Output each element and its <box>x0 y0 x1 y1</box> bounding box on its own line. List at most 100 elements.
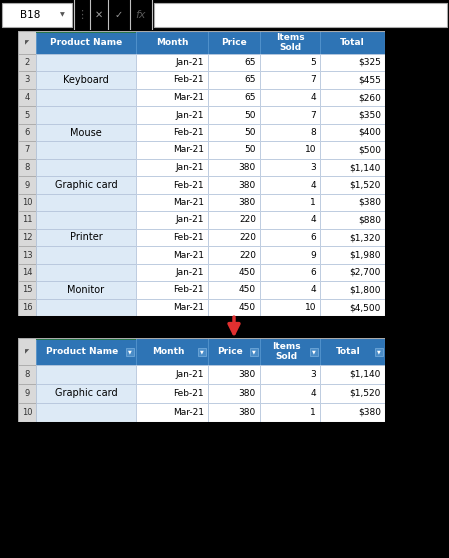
Bar <box>36 158 136 176</box>
Text: $1,320: $1,320 <box>350 233 381 242</box>
Text: Jan-21: Jan-21 <box>176 370 204 379</box>
Bar <box>260 246 320 264</box>
Bar <box>18 158 36 176</box>
Bar <box>310 348 318 355</box>
Text: $2,700: $2,700 <box>350 268 381 277</box>
Text: Price: Price <box>221 38 247 47</box>
Text: Mar-21: Mar-21 <box>173 408 204 417</box>
Bar <box>260 338 320 365</box>
Text: $455: $455 <box>358 75 381 84</box>
Bar <box>136 124 208 141</box>
Text: 380: 380 <box>239 370 256 379</box>
Text: ▼: ▼ <box>252 349 256 354</box>
Bar <box>260 141 320 158</box>
Text: $4,500: $4,500 <box>350 303 381 312</box>
Bar <box>136 229 208 246</box>
Bar <box>260 158 320 176</box>
Bar <box>36 281 136 299</box>
Bar <box>208 281 260 299</box>
Text: 220: 220 <box>239 251 256 259</box>
Bar <box>136 365 208 384</box>
Bar <box>126 348 134 355</box>
Bar <box>208 365 260 384</box>
Text: 10: 10 <box>304 146 316 155</box>
Text: 15: 15 <box>22 286 32 295</box>
Text: 220: 220 <box>239 233 256 242</box>
Bar <box>136 54 208 71</box>
Text: 4: 4 <box>24 93 30 102</box>
Text: 7: 7 <box>310 110 316 119</box>
Bar <box>36 31 136 33</box>
Bar <box>208 194 260 211</box>
Text: Graphic card: Graphic card <box>55 180 117 190</box>
Text: 3: 3 <box>24 75 30 84</box>
Text: 4: 4 <box>310 215 316 224</box>
Text: Product Name: Product Name <box>50 38 122 47</box>
Bar <box>2 3 72 27</box>
Bar <box>208 211 260 229</box>
Text: 220: 220 <box>239 215 256 224</box>
Bar <box>136 264 208 281</box>
Text: Printer: Printer <box>70 233 102 243</box>
Text: 6: 6 <box>310 233 316 242</box>
Bar <box>136 338 208 365</box>
Bar <box>208 124 260 141</box>
Text: 3: 3 <box>310 163 316 172</box>
Bar <box>18 54 36 71</box>
Bar <box>260 403 320 422</box>
Bar <box>260 281 320 299</box>
Text: $1,980: $1,980 <box>349 251 381 259</box>
Bar <box>208 338 260 365</box>
Bar <box>260 264 320 281</box>
Bar <box>136 31 208 54</box>
Text: ▼: ▼ <box>60 12 64 17</box>
Text: $880: $880 <box>358 215 381 224</box>
Bar <box>36 141 136 158</box>
Bar <box>198 348 206 355</box>
Text: 450: 450 <box>239 303 256 312</box>
Bar <box>320 384 385 403</box>
Text: 13: 13 <box>22 251 32 259</box>
Bar <box>320 89 385 106</box>
Text: 6: 6 <box>310 268 316 277</box>
Text: 65: 65 <box>245 58 256 67</box>
Bar <box>36 211 136 229</box>
Bar <box>18 338 36 365</box>
Bar <box>136 299 208 316</box>
Bar <box>36 403 136 422</box>
Text: Mouse: Mouse <box>70 127 102 137</box>
Bar <box>36 124 136 141</box>
Bar <box>36 264 136 281</box>
Text: ▼: ▼ <box>377 349 381 354</box>
Text: Total: Total <box>336 347 361 356</box>
Text: 4: 4 <box>310 286 316 295</box>
Bar <box>320 365 385 384</box>
Text: ◤: ◤ <box>25 40 29 45</box>
Bar <box>136 71 208 89</box>
Bar <box>36 54 136 71</box>
Text: Feb-21: Feb-21 <box>173 75 204 84</box>
Text: Jan-21: Jan-21 <box>176 163 204 172</box>
Text: $1,520: $1,520 <box>350 180 381 190</box>
Bar <box>136 281 208 299</box>
Bar <box>136 89 208 106</box>
Text: $1,140: $1,140 <box>350 163 381 172</box>
Bar <box>260 384 320 403</box>
Text: 380: 380 <box>239 408 256 417</box>
Text: 4: 4 <box>310 93 316 102</box>
Text: 10: 10 <box>304 303 316 312</box>
Text: $325: $325 <box>358 58 381 67</box>
Bar <box>36 71 136 89</box>
Bar <box>320 299 385 316</box>
Bar <box>208 264 260 281</box>
Bar <box>136 403 208 422</box>
Text: B18: B18 <box>20 10 40 20</box>
Text: $1,140: $1,140 <box>350 370 381 379</box>
Text: Feb-21: Feb-21 <box>173 233 204 242</box>
Bar <box>375 348 383 355</box>
Bar <box>260 124 320 141</box>
Bar <box>36 246 136 264</box>
Text: fx: fx <box>136 10 146 20</box>
Bar <box>260 194 320 211</box>
Bar <box>36 384 136 403</box>
